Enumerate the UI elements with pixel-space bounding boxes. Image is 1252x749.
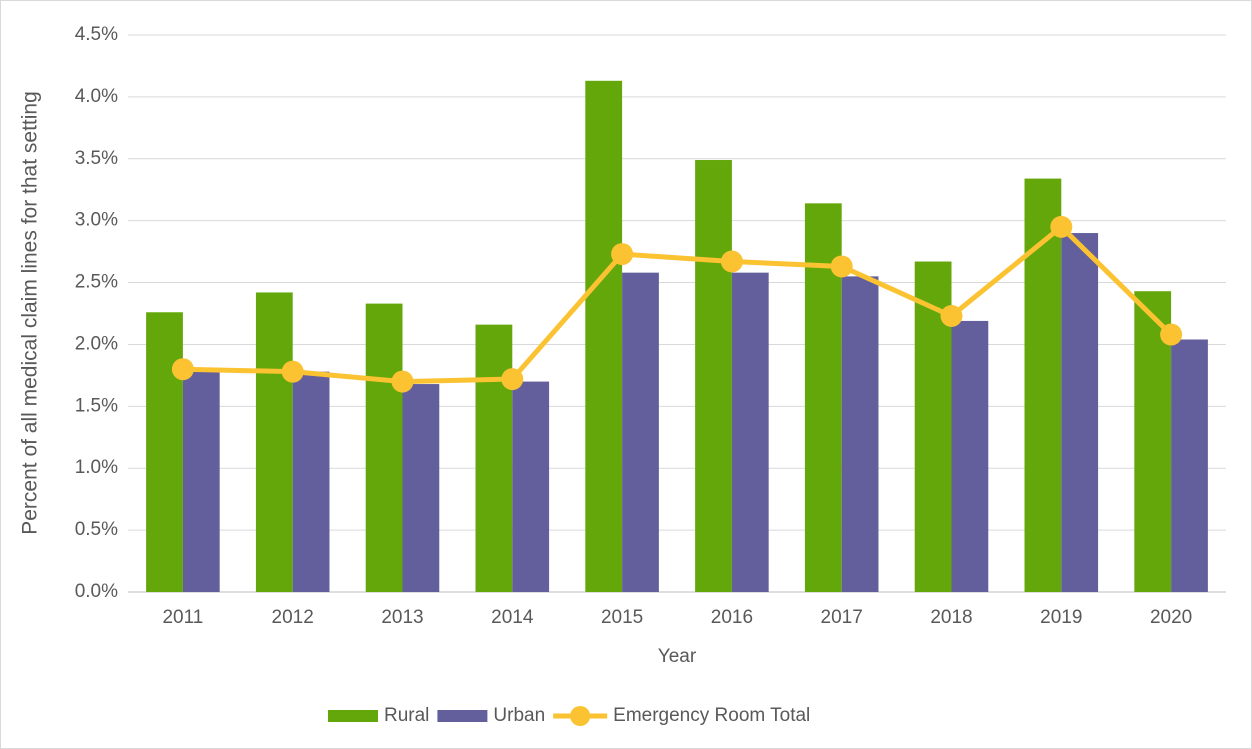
- line-marker: [501, 368, 524, 391]
- y-tick-label: 3.0%: [75, 210, 118, 231]
- line-marker: [391, 370, 414, 393]
- x-tick-label: 2020: [1150, 607, 1192, 628]
- y-tick-label: 2.0%: [75, 333, 118, 354]
- x-tick-label: 2017: [821, 607, 863, 628]
- x-tick-label: 2014: [491, 607, 534, 628]
- line-marker: [940, 304, 963, 327]
- x-tick-label: 2016: [711, 607, 753, 628]
- bar: [292, 371, 330, 592]
- x-tick-label: 2011: [162, 607, 203, 628]
- line: [182, 224, 1173, 385]
- y-tick-label: 0.0%: [75, 581, 118, 602]
- bar: [146, 312, 183, 592]
- line-marker: [830, 255, 853, 278]
- bar: [622, 272, 659, 592]
- line-marker: [1160, 323, 1183, 346]
- y-tick-label: 0.5%: [75, 519, 118, 540]
- line-marker: [171, 358, 194, 381]
- bar: [1171, 339, 1208, 592]
- y-tick-label: 1.5%: [75, 395, 118, 416]
- x-axis-title: Year: [658, 646, 697, 667]
- line-marker: [611, 243, 634, 266]
- x-tick-label: 2012: [272, 607, 314, 628]
- y-tick-label: 1.0%: [75, 457, 118, 478]
- bar: [475, 324, 513, 592]
- legend-swatch: [570, 706, 591, 726]
- line-marker: [1050, 215, 1073, 238]
- bar: [182, 370, 220, 592]
- x-tick-label: 2018: [930, 607, 972, 628]
- y-tick-label: 3.5%: [75, 148, 118, 169]
- bar: [951, 320, 989, 592]
- bar: [402, 384, 440, 592]
- legend-label: Rural: [384, 705, 429, 726]
- bar: [512, 381, 550, 592]
- bar: [1024, 178, 1062, 593]
- bar: [1061, 233, 1099, 593]
- bar: [585, 80, 623, 592]
- y-tick-label: 2.5%: [75, 272, 118, 293]
- x-tick-label: 2013: [381, 607, 423, 628]
- bar: [365, 303, 403, 592]
- legend-swatch: [437, 710, 488, 722]
- legend-label: Emergency Room Total: [613, 705, 810, 726]
- bar: [841, 276, 879, 592]
- x-tick-label: 2015: [601, 607, 643, 628]
- legend-swatch: [328, 710, 378, 722]
- legend-label: Urban: [493, 705, 545, 726]
- y-axis-title: Percent of all medical claim lines for t…: [19, 91, 42, 535]
- x-tick-label: 2019: [1040, 607, 1082, 628]
- y-tick-label: 4.0%: [75, 86, 118, 107]
- line-marker: [281, 360, 304, 383]
- line-marker: [720, 250, 743, 273]
- bar: [695, 160, 732, 592]
- bar: [731, 272, 769, 592]
- bar: [255, 292, 293, 592]
- y-tick-label: 4.5%: [75, 24, 118, 45]
